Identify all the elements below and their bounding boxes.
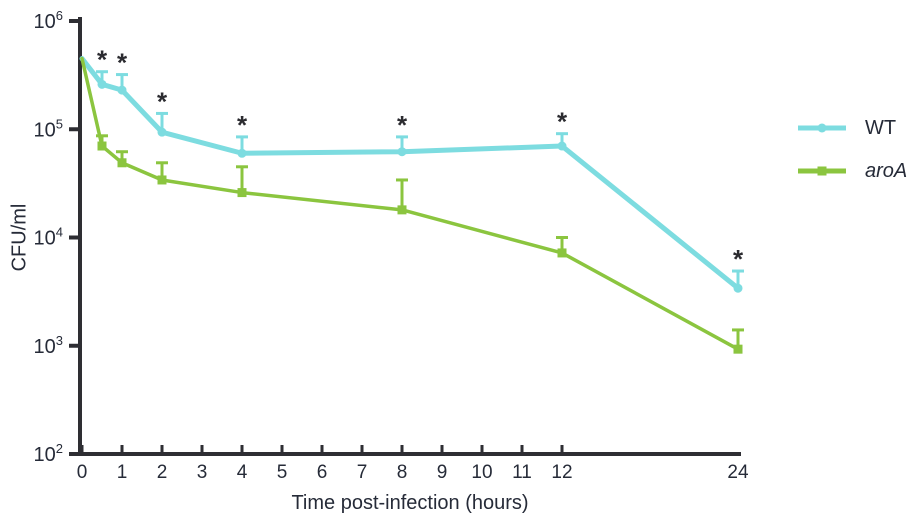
- aroa-series-line: [80, 56, 740, 351]
- wt-marker: [733, 283, 743, 293]
- significance-asterisk: *: [557, 107, 568, 137]
- x-tick-label: 7: [357, 462, 368, 483]
- y-axis-title: CFU/ml: [8, 203, 31, 272]
- y-tick-label: 106: [34, 8, 63, 33]
- x-tick-label: 2: [157, 462, 168, 483]
- x-tick-label: 8: [397, 462, 408, 483]
- x-tick-label: 0: [77, 462, 88, 483]
- x-tick-label: 1: [117, 462, 128, 483]
- significance-asterisk: *: [733, 244, 744, 274]
- aroa-marker: [557, 248, 567, 258]
- wt-marker: [557, 141, 567, 151]
- x-tick-label: 10: [471, 462, 492, 483]
- x-axis-title: Time post-infection (hours): [291, 492, 529, 514]
- y-tick-label: 105: [34, 116, 63, 141]
- aroa-line-swatch: [798, 166, 846, 176]
- aroa-marker: [97, 141, 107, 151]
- wt-series-line: [79, 56, 741, 291]
- x-tick-label: 11: [512, 462, 532, 483]
- x-tick-label: 3: [197, 462, 208, 483]
- legend-label-aroa: aroA: [865, 159, 908, 182]
- y-tick-label: 102: [34, 441, 63, 466]
- legend-label-wt: WT: [865, 116, 897, 139]
- x-tick-label: 6: [317, 462, 328, 483]
- aroa-marker: [157, 175, 167, 185]
- x-tick-label: 9: [437, 462, 448, 483]
- legend-item-aroa: aroA: [797, 159, 907, 183]
- significance-asterisk: *: [97, 45, 108, 75]
- significance-asterisk: *: [157, 86, 168, 116]
- significance-asterisk: *: [397, 110, 408, 140]
- x-tick-label: 5: [277, 462, 288, 483]
- wt-marker: [157, 127, 167, 137]
- x-tick-label: 12: [551, 462, 572, 483]
- aroa-marker: [397, 205, 407, 215]
- aroa-marker: [237, 188, 247, 198]
- significance-asterisk: *: [117, 48, 128, 78]
- y-tick-label: 103: [34, 333, 63, 358]
- wt-marker: [237, 148, 247, 158]
- wt-marker: [117, 85, 127, 95]
- aroa-marker: [733, 344, 743, 354]
- x-tick-label: 4: [237, 462, 248, 483]
- legend-item-wt: WT: [797, 116, 907, 140]
- significance-asterisk: *: [237, 110, 248, 140]
- x-tick-label: 24: [727, 462, 749, 483]
- wt-marker: [397, 147, 407, 157]
- aroa-marker: [117, 158, 127, 168]
- legend: WT aroA: [797, 116, 907, 183]
- wt-line-swatch: [798, 123, 846, 133]
- y-tick-label: 104: [34, 225, 63, 250]
- wt-marker: [97, 79, 107, 89]
